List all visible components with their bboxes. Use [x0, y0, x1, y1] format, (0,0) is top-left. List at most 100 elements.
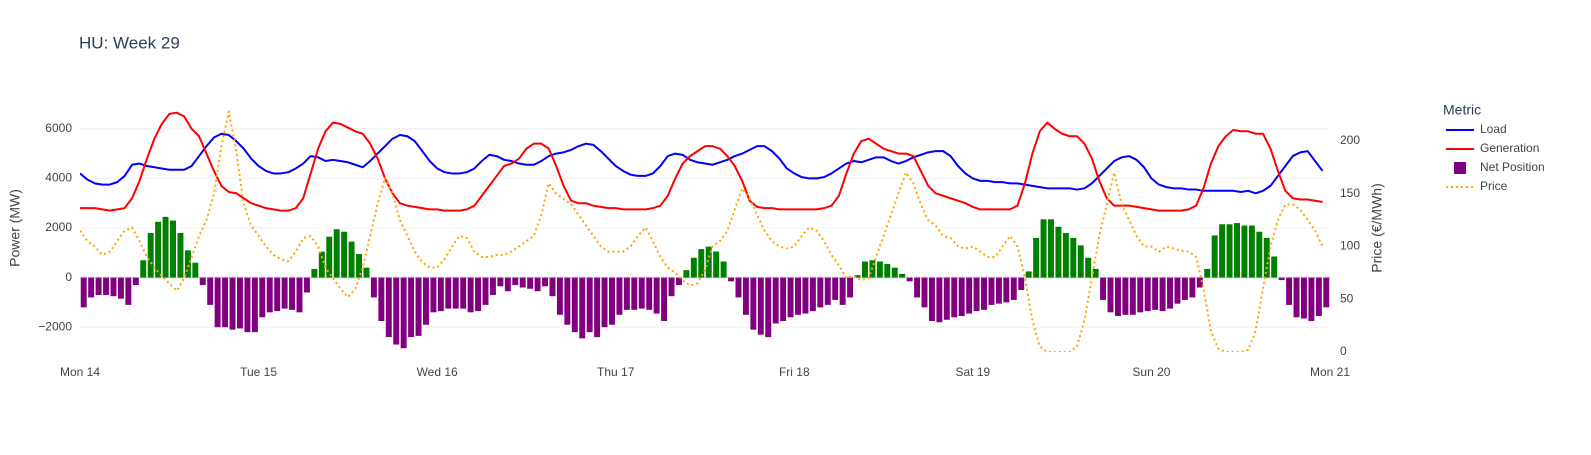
- bar: [534, 277, 541, 292]
- bar: [1323, 277, 1330, 308]
- bar: [467, 277, 474, 313]
- bar: [705, 246, 712, 278]
- bar: [839, 277, 846, 305]
- bar: [914, 277, 921, 298]
- bar: [631, 277, 638, 310]
- bar: [1055, 226, 1062, 278]
- bar: [921, 277, 928, 308]
- bar: [341, 231, 348, 278]
- bar: [556, 277, 563, 315]
- bar: [192, 262, 199, 278]
- bar: [832, 277, 839, 300]
- bar: [326, 236, 333, 278]
- bar: [445, 277, 452, 309]
- bar: [571, 277, 578, 333]
- bar: [564, 277, 571, 325]
- y2-tick-label: 200: [1340, 133, 1360, 147]
- bar: [162, 216, 169, 278]
- bar: [266, 277, 273, 313]
- bar: [1226, 224, 1233, 278]
- bar: [601, 277, 608, 328]
- bar: [1070, 237, 1077, 278]
- bar: [1234, 223, 1240, 278]
- bar: [430, 277, 437, 313]
- bar: [728, 277, 735, 282]
- bar: [289, 277, 296, 310]
- bar: [177, 232, 184, 278]
- y-tick-label: 4000: [45, 171, 72, 185]
- bar: [1085, 257, 1092, 278]
- bar: [251, 277, 258, 333]
- y2-tick-label: 100: [1340, 239, 1360, 253]
- bar: [638, 277, 645, 309]
- bar: [1211, 235, 1218, 278]
- bar: [1129, 277, 1136, 315]
- bar: [1122, 277, 1129, 315]
- bar: [1286, 277, 1293, 305]
- bar: [244, 277, 251, 333]
- bar: [519, 277, 526, 288]
- bar: [1159, 277, 1166, 312]
- bar: [1219, 224, 1226, 278]
- bar: [311, 268, 318, 278]
- bar: [281, 277, 288, 309]
- bar: [437, 277, 444, 312]
- bar: [884, 263, 891, 278]
- bar: [943, 277, 950, 320]
- bar: [795, 277, 801, 315]
- bar: [147, 232, 154, 278]
- bar: [906, 277, 913, 282]
- bar: [117, 277, 124, 299]
- bar: [928, 277, 935, 321]
- bar: [1263, 237, 1270, 278]
- bar: [274, 277, 281, 312]
- bar: [1167, 277, 1174, 309]
- bar: [1189, 277, 1196, 298]
- x-tick-label: Sun 20: [1132, 365, 1170, 379]
- bar: [415, 277, 422, 336]
- bar: [594, 277, 601, 338]
- bar: [1048, 219, 1054, 278]
- bar: [698, 249, 705, 278]
- bar: [132, 277, 139, 286]
- bar: [1293, 277, 1300, 318]
- bar: [675, 277, 682, 286]
- bar: [1278, 277, 1285, 281]
- bar: [1114, 277, 1121, 317]
- bar: [155, 221, 162, 278]
- bar: [683, 270, 690, 278]
- bar: [854, 275, 861, 278]
- bar: [222, 277, 229, 328]
- x-tick-label: Wed 16: [417, 365, 458, 379]
- bar: [1040, 219, 1047, 278]
- bar: [199, 277, 206, 286]
- bar: [542, 277, 549, 287]
- bar: [95, 277, 102, 295]
- bar: [236, 277, 243, 329]
- bar: [348, 241, 355, 278]
- bar: [333, 229, 340, 278]
- bar: [1100, 277, 1107, 300]
- legend-label: Generation: [1480, 141, 1539, 155]
- y2-tick-label: 50: [1340, 291, 1354, 305]
- bar: [653, 277, 660, 314]
- bar: [951, 277, 958, 318]
- bar: [1204, 268, 1211, 278]
- bar: [735, 277, 742, 298]
- bar: [88, 277, 95, 298]
- bar: [1144, 277, 1151, 312]
- bar: [713, 251, 720, 278]
- bar: [988, 277, 995, 305]
- bar: [861, 261, 868, 278]
- bar: [1271, 256, 1278, 278]
- bar: [259, 277, 266, 318]
- bar: [787, 277, 794, 318]
- bar: [103, 277, 110, 295]
- bar: [512, 277, 519, 286]
- bar: [742, 277, 749, 315]
- bar: [475, 277, 482, 312]
- y-tick-label: 0: [65, 270, 72, 284]
- bar: [489, 277, 496, 295]
- bar: [482, 277, 489, 305]
